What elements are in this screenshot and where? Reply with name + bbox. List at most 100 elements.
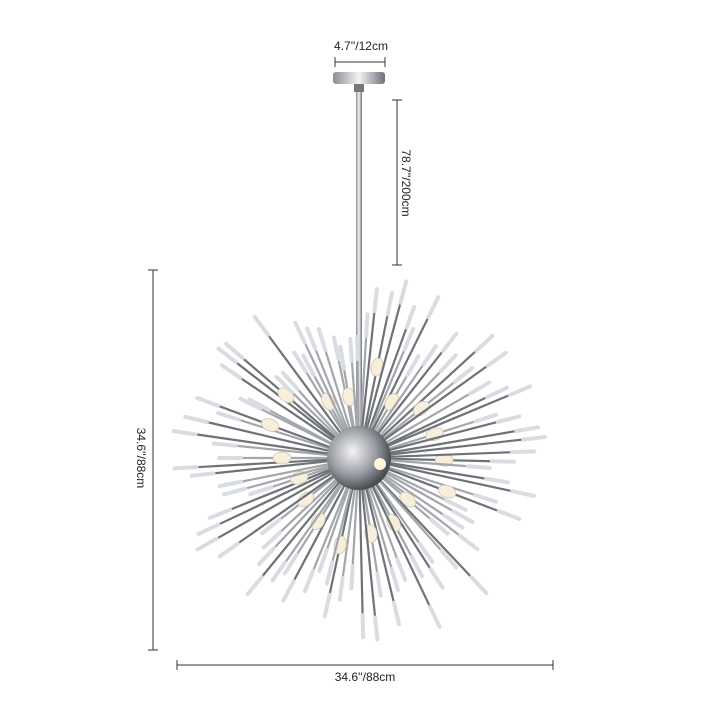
crystal-tip bbox=[195, 396, 220, 408]
crystal-tip bbox=[468, 380, 492, 396]
crystal-tip bbox=[207, 507, 233, 520]
bulb bbox=[438, 484, 457, 499]
ray bbox=[312, 483, 350, 572]
crystal-tip bbox=[248, 485, 274, 497]
crystal-tip bbox=[317, 548, 329, 573]
crystal-tip bbox=[274, 374, 295, 395]
crystal-tip bbox=[451, 509, 475, 525]
crystal-tip bbox=[337, 575, 345, 602]
ray bbox=[196, 458, 332, 469]
ray bbox=[370, 482, 432, 608]
ray bbox=[386, 451, 513, 459]
crystal-tip bbox=[256, 546, 277, 567]
crystal-tip bbox=[171, 429, 198, 437]
ray bbox=[381, 472, 445, 517]
ray bbox=[206, 420, 333, 453]
ray bbox=[284, 480, 344, 564]
ray bbox=[383, 396, 488, 447]
crystal-tip bbox=[452, 366, 475, 384]
rays bbox=[171, 279, 548, 642]
ray bbox=[358, 485, 364, 616]
ray bbox=[325, 484, 351, 551]
ray bbox=[260, 478, 343, 578]
crystal-tip bbox=[305, 326, 318, 351]
bulb bbox=[272, 451, 292, 465]
crystal-tip bbox=[469, 575, 489, 596]
crystal-tip bbox=[270, 560, 288, 583]
canopy-width-label: 4.7''/12cm bbox=[334, 39, 388, 53]
ray bbox=[382, 470, 455, 513]
ray bbox=[350, 360, 359, 431]
crystal-tip bbox=[217, 541, 240, 559]
ray bbox=[383, 469, 447, 502]
ray bbox=[384, 393, 511, 449]
ray bbox=[386, 459, 468, 468]
ray bbox=[385, 465, 476, 497]
ray bbox=[296, 388, 342, 438]
crystal-tip bbox=[252, 315, 270, 337]
crystal-tip bbox=[322, 592, 332, 619]
crystal-tip bbox=[385, 290, 394, 317]
crystal-tip bbox=[472, 492, 498, 504]
ray bbox=[229, 467, 334, 511]
crystal-tip bbox=[220, 363, 243, 380]
ray bbox=[386, 462, 513, 493]
crystal-tip bbox=[440, 331, 459, 353]
ray bbox=[377, 370, 442, 439]
crystal-tip bbox=[172, 465, 199, 471]
ray bbox=[368, 348, 406, 433]
ray bbox=[341, 485, 357, 579]
ray bbox=[237, 473, 337, 545]
ray bbox=[360, 311, 376, 431]
crystal-tip bbox=[438, 353, 458, 374]
crystal-tip bbox=[364, 312, 370, 339]
crystal-tip bbox=[474, 333, 495, 353]
crystal-tip bbox=[245, 575, 264, 597]
canopy-neck bbox=[354, 84, 364, 92]
crystal-tip bbox=[301, 353, 316, 377]
ray bbox=[238, 418, 333, 451]
crystal-tip bbox=[465, 464, 492, 470]
bulb bbox=[374, 458, 386, 470]
ray bbox=[273, 477, 341, 549]
crystal-tip bbox=[324, 560, 335, 586]
crystal-tip bbox=[405, 354, 421, 378]
crystal-tip bbox=[428, 517, 450, 536]
ray bbox=[364, 484, 395, 604]
crystal-tip bbox=[292, 350, 308, 374]
ray bbox=[365, 484, 393, 570]
ray bbox=[356, 358, 360, 431]
bulb bbox=[297, 491, 315, 508]
ray bbox=[367, 483, 399, 560]
ray bbox=[386, 438, 524, 456]
crystal-tip bbox=[196, 522, 221, 536]
crystal-tip bbox=[404, 304, 417, 330]
crystal-tip bbox=[247, 397, 271, 412]
ray bbox=[359, 336, 368, 431]
crystal-tip bbox=[417, 541, 435, 564]
crystal-tip bbox=[428, 567, 445, 590]
bulb bbox=[412, 400, 430, 417]
ray bbox=[386, 461, 487, 480]
crystal-tip bbox=[391, 600, 402, 627]
ray bbox=[351, 485, 359, 567]
crystal-tip bbox=[402, 327, 416, 352]
crystal-tip bbox=[421, 344, 438, 367]
ray bbox=[373, 363, 425, 436]
crystal-tip bbox=[395, 557, 408, 582]
ray bbox=[279, 476, 340, 534]
crystal-tip bbox=[216, 346, 238, 365]
crystal-tip bbox=[409, 554, 425, 579]
ray bbox=[217, 468, 335, 526]
crystal-tip bbox=[389, 566, 400, 593]
crystal-tip bbox=[428, 604, 442, 629]
height-label: 34.6''/88cm bbox=[134, 428, 148, 489]
crystal-tip bbox=[496, 414, 522, 424]
crystal-tip bbox=[238, 396, 262, 411]
ray bbox=[385, 420, 499, 453]
crystal-tip bbox=[189, 471, 216, 478]
ray bbox=[378, 349, 478, 440]
ray bbox=[240, 462, 332, 483]
crystal-tip bbox=[514, 425, 540, 433]
ray bbox=[213, 459, 332, 475]
